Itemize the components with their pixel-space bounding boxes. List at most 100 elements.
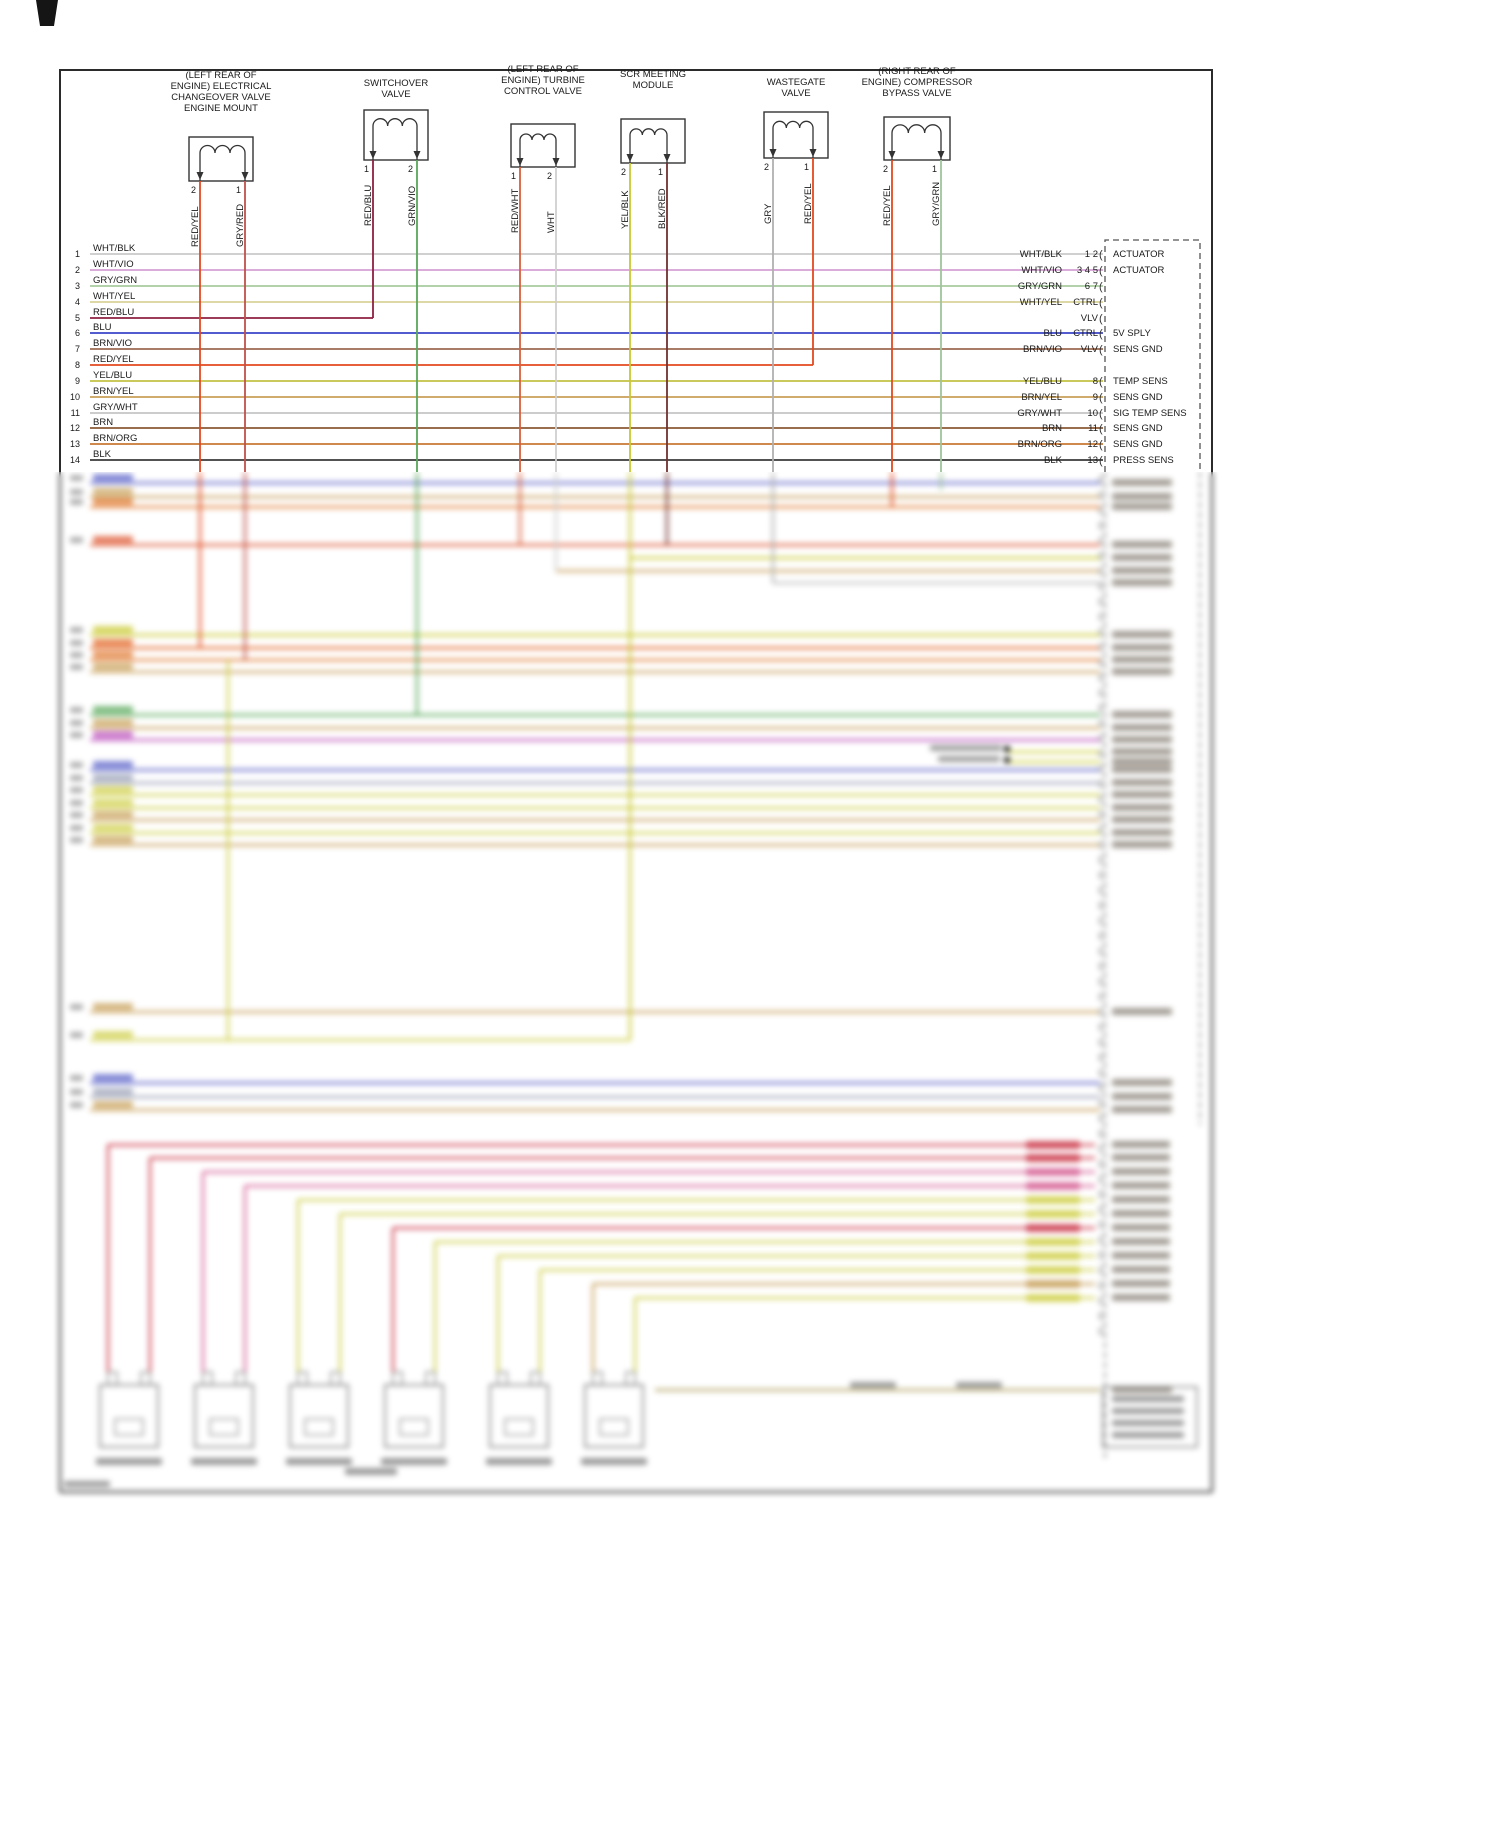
connector-pin-icon: ( [1099, 249, 1103, 261]
blurred-row-number [70, 1032, 83, 1038]
connector-signal-label: SENS GND [1113, 392, 1163, 403]
wire-row-10: 10 BRN/YEL BRN/YEL 9(SENS GND [70, 386, 1163, 404]
pin-wire-color-label: RED/WHT [510, 188, 521, 233]
blurred-row-number [70, 1004, 83, 1010]
blurred-wire-label-left [93, 799, 133, 806]
blurred-row-number [70, 627, 83, 633]
blurred-connector-pin-icon [1098, 840, 1104, 850]
blurred-row-number [70, 1089, 83, 1095]
blurred-connector-pin-icon [1098, 475, 1104, 485]
blurred-row-number [70, 812, 83, 818]
blurred-connector-label [1112, 644, 1172, 651]
component-label: ENGINE) COMPRESSOR [862, 77, 973, 88]
solenoid-coil-icon [891, 124, 942, 134]
blurred-wire-label-right [1026, 1154, 1080, 1162]
blurred-connector-pin-icon [1098, 931, 1104, 941]
solenoid-coil-icon [519, 133, 557, 141]
connector-signal-label: 5V SPLY [1113, 328, 1152, 339]
junction-dot [1003, 756, 1011, 764]
blurred-row-number [70, 732, 83, 738]
blurred-connector-pin-icon [1098, 505, 1104, 516]
blurred-wire-label-left [93, 536, 133, 543]
blurred-component-label [96, 1458, 162, 1465]
row-number: 5 [75, 313, 80, 323]
wire-color-label-left: RED/YEL [93, 354, 134, 365]
blurred-text-blob [930, 745, 1002, 751]
pin-label: 13 [1087, 455, 1098, 466]
connector-pin-icon: ( [1099, 281, 1103, 293]
blurred-wire-label-left [93, 639, 133, 646]
wire-arrow-icon [937, 151, 945, 159]
blurred-connector-label [1112, 724, 1172, 731]
blurred-connector-pin-icon [1098, 764, 1104, 774]
blurred-connector-pin-icon [1098, 627, 1104, 637]
wire-color-label-right: BRN/YEL [1021, 392, 1062, 403]
blurred-connector-pin-icon [1098, 900, 1104, 911]
connector-pin-icon: ( [1099, 376, 1103, 388]
blurred-wire-label-left [93, 1031, 133, 1038]
wire-color-label-left: WHT/VIO [93, 259, 134, 270]
component-label: VALVE [381, 89, 410, 100]
wire-row-5: 5 RED/BLU VLV( [75, 307, 1103, 325]
blurred-connector-label [1112, 1079, 1172, 1086]
blurred-connector-label [1112, 1168, 1170, 1175]
blurred-connector-label [1112, 1224, 1170, 1231]
pin-wire-color-label: WHT [546, 211, 557, 233]
row-number: 6 [75, 328, 80, 338]
blurred-connector-pin-icon [1098, 1204, 1104, 1215]
blurred-connector-pin-icon [1098, 1128, 1104, 1139]
blurred-wire-label-left [93, 761, 133, 768]
wire-color-label-right: WHT/VIO [1021, 265, 1062, 276]
wire-color-label-right: BRN/VIO [1023, 344, 1062, 355]
wiring-diagram-blurred-layer [0, 472, 1500, 1512]
component-box [883, 116, 951, 161]
blurred-component-label [486, 1458, 552, 1465]
pin-wire-color-label: RED/YEL [882, 185, 893, 226]
blurred-wire-label-left [93, 706, 133, 713]
pin-wire-color-label: RED/YEL [803, 183, 814, 224]
connector-pin-icon: ( [1099, 344, 1103, 356]
blurred-connector-pin-icon [1098, 1235, 1104, 1245]
blurred-connector-label [1112, 631, 1172, 638]
blurred-connector-label [1112, 1106, 1172, 1113]
blurred-component-label [1112, 1420, 1184, 1426]
blurred-connector-pin-icon [1098, 1189, 1104, 1200]
blurred-connector-pin-icon [1098, 672, 1104, 683]
wire-arrow-icon [241, 172, 249, 180]
blurred-text-blob [956, 1382, 1002, 1388]
component-label: (LEFT REAR OF [507, 64, 578, 75]
pin-wire-color-label: RED/YEL [190, 206, 201, 247]
wire-color-label-right: WHT/BLK [1020, 249, 1063, 260]
blur-bg [0, 472, 1500, 1512]
blurred-connector-label [1112, 1154, 1170, 1161]
connector-pin-icon: ( [1099, 408, 1103, 420]
blurred-connector-label [1112, 1294, 1170, 1301]
blurred-row-number [70, 762, 83, 768]
component-label: ENGINE MOUNT [184, 103, 258, 114]
connector-signal-label: PRESS SENS [1113, 455, 1174, 466]
blurred-connector-label [1112, 758, 1172, 765]
pin-number: 2 [408, 164, 413, 174]
blurred-connector-pin-icon [1098, 992, 1104, 1002]
wire-row-1: 1 WHT/BLK WHT/BLK 1 2(ACTUATOR [75, 243, 1165, 261]
pin-number: 1 [804, 162, 809, 172]
blurred-row-number [70, 775, 83, 781]
pin-number: 2 [621, 167, 626, 177]
blurred-wire-label-left [93, 663, 133, 670]
blurred-component-inner [304, 1418, 334, 1436]
blurred-connector-pin-icon [1098, 612, 1104, 622]
wire-arrow-icon [663, 154, 671, 162]
component-label: MODULE [633, 80, 674, 91]
connector-pin-icon: ( [1099, 392, 1103, 404]
blurred-connector-pin-icon [1098, 642, 1104, 652]
wire-arrow-icon [809, 149, 817, 157]
connector-signal-label: SENS GND [1113, 423, 1163, 434]
blurred-wire-label-right [1026, 1294, 1080, 1302]
wire-row-12: 12 BRN BRN 11(SENS GND [70, 417, 1163, 435]
component-label: (RIGHT REAR OF [878, 66, 956, 77]
blurred-connector-label [1112, 1182, 1170, 1189]
solenoid-coil-icon [772, 120, 814, 129]
blurred-component-label [1112, 1396, 1184, 1402]
blurred-row-number [70, 475, 83, 481]
